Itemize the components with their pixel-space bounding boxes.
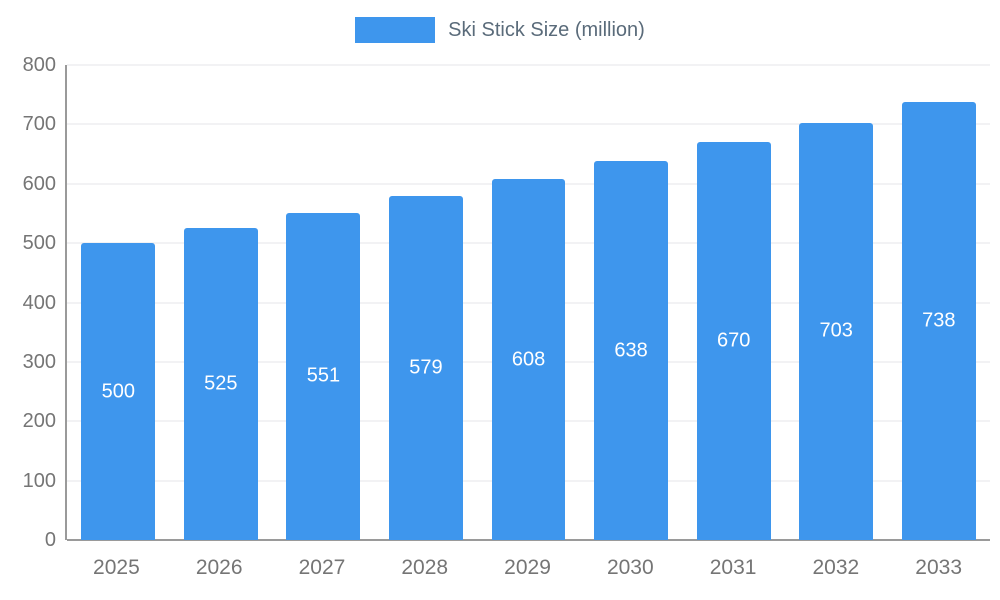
bar-value-label: 670 xyxy=(716,329,751,352)
x-tick-label: 2025 xyxy=(93,556,140,579)
bar-slot: 525 xyxy=(170,65,273,540)
bar-2030: 638 xyxy=(594,161,669,540)
bar-2033: 738 xyxy=(901,101,976,540)
x-tick-label: 2030 xyxy=(606,556,654,579)
plot-area: 500 525 551 579 608 638 670 703 738 xyxy=(65,64,990,541)
bar-2025: 500 xyxy=(81,243,156,540)
bar-slot: 608 xyxy=(477,65,580,540)
bar-2028: 579 xyxy=(389,196,463,540)
x-axis-line xyxy=(67,539,990,541)
y-tick-label: 400 xyxy=(22,291,56,314)
legend-label: Ski Stick Size (million) xyxy=(448,18,645,41)
y-tick-label: 600 xyxy=(22,172,56,195)
y-axis-labels: 0 100 200 300 400 500 600 700 800 xyxy=(0,55,56,550)
y-tick-label: 100 xyxy=(22,469,56,492)
bar-slot: 638 xyxy=(580,65,683,540)
y-tick-label: 500 xyxy=(22,232,56,255)
legend[interactable]: Ski Stick Size (million) xyxy=(0,16,1000,44)
x-tick-label: 2032 xyxy=(812,556,860,579)
y-tick-label: 200 xyxy=(22,410,56,433)
bar-value-label: 703 xyxy=(819,319,853,342)
bar-slot: 579 xyxy=(375,65,478,540)
bar-2029: 608 xyxy=(491,179,566,540)
bar-value-label: 551 xyxy=(306,364,341,387)
bar-value-label: 738 xyxy=(922,309,956,332)
gridline xyxy=(67,123,990,125)
bar-value-label: 500 xyxy=(101,380,135,403)
bar-2026: 525 xyxy=(183,228,258,540)
bar-2031: 670 xyxy=(696,142,771,540)
x-tick-label: 2028 xyxy=(401,556,449,579)
gridline xyxy=(67,64,990,66)
bar-2032: 703 xyxy=(799,122,874,540)
y-tick-label: 0 xyxy=(44,529,56,551)
y-tick-label: 300 xyxy=(22,350,56,373)
bar-slot: 670 xyxy=(682,65,785,540)
bar-slot: 500 xyxy=(67,65,170,540)
x-tick-label: 2031 xyxy=(709,556,757,579)
legend-swatch xyxy=(355,17,436,43)
x-tick-label: 2033 xyxy=(915,556,962,579)
y-tick-label: 800 xyxy=(22,54,56,76)
y-tick-label: 700 xyxy=(22,113,56,136)
x-axis-labels: 2025 2026 2027 2028 2029 2030 2031 2032 2033 xyxy=(65,556,990,580)
bar-value-label: 638 xyxy=(614,339,648,362)
bar-slot: 703 xyxy=(785,65,888,540)
x-tick-label: 2026 xyxy=(195,556,243,579)
bar-value-label: 525 xyxy=(204,372,238,395)
bar-2027: 551 xyxy=(286,212,361,540)
x-tick-label: 2029 xyxy=(504,556,551,579)
bar-slot: 738 xyxy=(888,65,991,540)
bar-value-label: 608 xyxy=(511,348,546,370)
x-tick-label: 2027 xyxy=(298,556,346,579)
bar-slot: 551 xyxy=(272,65,375,540)
bar-value-label: 579 xyxy=(409,356,443,379)
bars: 500 525 551 579 608 638 670 703 738 xyxy=(67,65,990,540)
